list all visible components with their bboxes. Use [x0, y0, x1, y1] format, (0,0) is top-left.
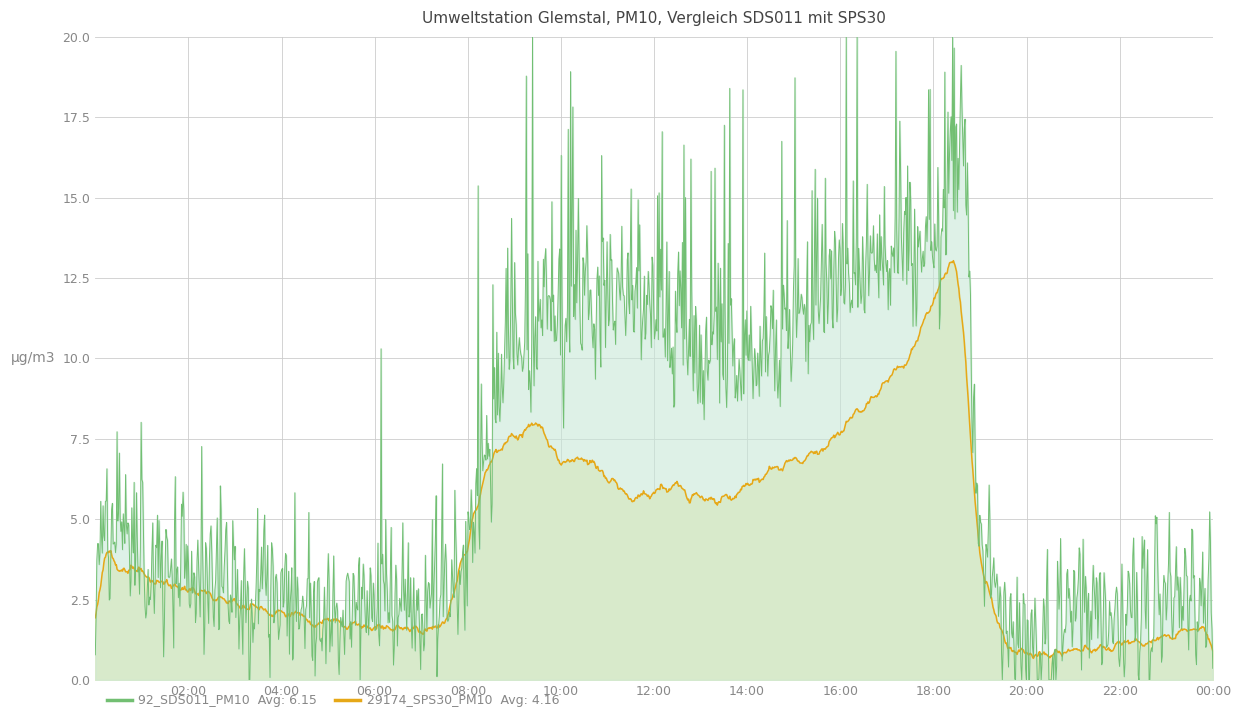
Y-axis label: µg/m3: µg/m3 — [11, 352, 56, 365]
Legend: 92_SDS011_PM10  Avg: 6.15, 29174_SPS30_PM10  Avg: 4.16: 92_SDS011_PM10 Avg: 6.15, 29174_SPS30_PM… — [102, 689, 564, 712]
Title: Umweltstation Glemstal, PM10, Vergleich SDS011 mit SPS30: Umweltstation Glemstal, PM10, Vergleich … — [422, 11, 886, 26]
